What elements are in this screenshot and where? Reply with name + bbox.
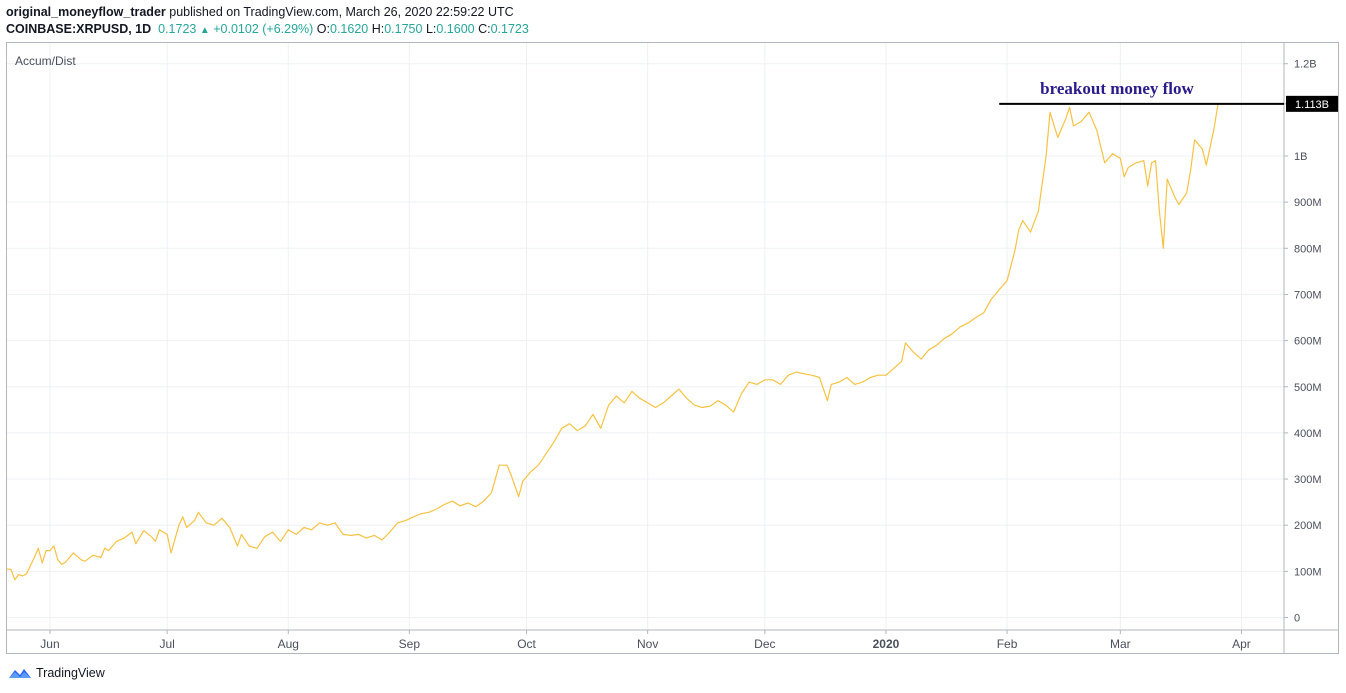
y-tick-label: 200M bbox=[1294, 520, 1322, 532]
open-value: 0.1620 bbox=[330, 22, 369, 36]
close-label: C: bbox=[478, 22, 491, 36]
x-tick-label: Apr bbox=[1232, 637, 1251, 651]
publish-info: original_moneyflow_trader published on T… bbox=[6, 5, 514, 19]
x-tick-label: Mar bbox=[1110, 637, 1131, 651]
x-tick-label: Dec bbox=[754, 637, 775, 651]
y-tick-label: 500M bbox=[1294, 382, 1322, 394]
x-tick-label: Jul bbox=[159, 637, 174, 651]
x-tick-label: Sep bbox=[399, 637, 421, 651]
x-tick-label: Jun bbox=[40, 637, 59, 651]
last-price: 0.1723 bbox=[158, 22, 197, 36]
low-label: L: bbox=[425, 22, 437, 36]
y-tick-label: 400M bbox=[1294, 428, 1322, 440]
tradingview-footer[interactable]: TradingView bbox=[8, 666, 105, 680]
y-tick-label: 300M bbox=[1294, 474, 1322, 486]
annotation-text: breakout money flow bbox=[1040, 79, 1194, 98]
x-tick-label: Nov bbox=[637, 637, 658, 651]
symbol-info: COINBASE:XRPUSD, 1D 0.1723 ▲ +0.0102 (+6… bbox=[6, 22, 529, 36]
last-value-badge bbox=[1286, 95, 1338, 112]
indicator-title[interactable]: Accum/Dist bbox=[15, 54, 76, 68]
up-triangle-icon: ▲ bbox=[199, 25, 210, 36]
footer-brand: TradingView bbox=[36, 666, 105, 680]
accum-dist-line bbox=[6, 103, 1219, 581]
x-tick-label: Aug bbox=[278, 637, 299, 651]
price-change: +0.0102 (+6.29%) bbox=[213, 22, 314, 36]
y-tick-label: 700M bbox=[1294, 289, 1322, 301]
x-tick-label: 2020 bbox=[873, 637, 900, 651]
open-label: O: bbox=[316, 22, 330, 36]
tradingview-logo-icon bbox=[9, 669, 31, 678]
chart-frame bbox=[6, 42, 1339, 654]
author-name[interactable]: original_moneyflow_trader bbox=[6, 5, 166, 19]
y-tick-label: 1.2B bbox=[1294, 59, 1317, 71]
high-value: 0.1750 bbox=[384, 22, 423, 36]
symbol-name: COINBASE:XRPUSD, 1D bbox=[6, 22, 152, 36]
high-label: H: bbox=[371, 22, 385, 36]
close-value: 0.1723 bbox=[490, 22, 529, 36]
y-tick-label: 600M bbox=[1294, 336, 1322, 348]
low-value: 0.1600 bbox=[436, 22, 475, 36]
last-value-label: 1.113B bbox=[1295, 99, 1329, 111]
y-tick-label: 100M bbox=[1294, 566, 1322, 578]
x-tick-label: Oct bbox=[517, 637, 536, 651]
y-tick-label: 900M bbox=[1294, 197, 1322, 209]
y-tick-label: 1B bbox=[1294, 151, 1307, 163]
y-tick-label: 0 bbox=[1294, 613, 1300, 625]
y-tick-label: 800M bbox=[1294, 243, 1322, 255]
published-text: published on TradingView.com, March 26, … bbox=[169, 5, 514, 19]
x-tick-label: Feb bbox=[997, 637, 1018, 651]
